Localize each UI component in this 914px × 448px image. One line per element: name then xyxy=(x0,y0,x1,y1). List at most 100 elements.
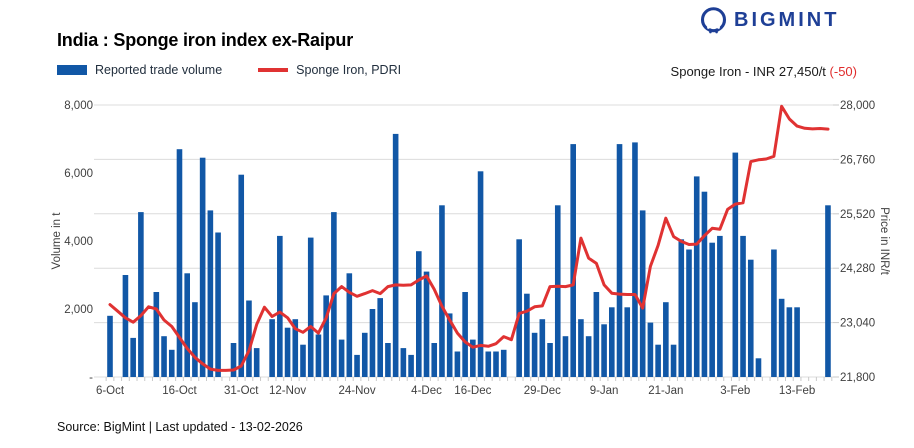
price-text: Sponge Iron - INR 27,450/t xyxy=(670,64,826,79)
left-axis-tick-label: - xyxy=(89,372,93,384)
volume-legend-swatch xyxy=(57,65,87,75)
volume-bar xyxy=(755,358,762,377)
volume-bar xyxy=(570,144,576,377)
volume-bar xyxy=(516,239,522,377)
right-axis-tick-label: 21,800 xyxy=(840,372,875,384)
right-axis-tick-label: 23,040 xyxy=(840,318,875,330)
volume-bar xyxy=(439,205,445,377)
volume-bar xyxy=(616,144,623,377)
volume-bar xyxy=(199,157,206,377)
legend-item-volume: Reported trade volume xyxy=(57,63,222,77)
left-axis-tick-label: 2,000 xyxy=(64,304,93,316)
volume-bar xyxy=(408,354,414,377)
price-legend-label: Sponge Iron, PDRI xyxy=(296,63,402,77)
volume-bar xyxy=(416,251,422,377)
volume-bar xyxy=(593,292,600,377)
right-axis-tick-label: 24,280 xyxy=(840,263,875,275)
volume-bar xyxy=(686,249,692,377)
volume-bar xyxy=(107,315,113,377)
volume-bar xyxy=(284,327,291,377)
right-axis-tick-label: 26,760 xyxy=(840,154,875,166)
volume-bar xyxy=(369,309,376,377)
volume-bar xyxy=(601,324,607,377)
volume-bar xyxy=(663,302,669,377)
volume-bar xyxy=(161,336,167,377)
volume-bar xyxy=(771,249,777,377)
legend-item-price: Sponge Iron, PDRI xyxy=(258,63,401,77)
volume-bar xyxy=(670,344,677,377)
volume-bar xyxy=(323,295,329,377)
volume-bar xyxy=(485,351,492,377)
volume-bar xyxy=(747,259,754,377)
volume-bar xyxy=(361,332,368,377)
x-axis-tick-label: 31-Oct xyxy=(224,385,259,397)
x-axis-tick-label: 21-Jan xyxy=(648,385,683,397)
volume-bar xyxy=(547,343,553,377)
volume-bar xyxy=(184,273,190,377)
chart-legend: Reported trade volume Sponge Iron, PDRI xyxy=(57,63,401,77)
volume-bar xyxy=(423,271,430,377)
volume-bar xyxy=(693,176,700,377)
volume-bar xyxy=(562,336,569,377)
volume-legend-label: Reported trade volume xyxy=(95,63,223,77)
x-axis-tick-label: 3-Feb xyxy=(720,385,750,397)
volume-bar xyxy=(701,191,708,377)
volume-bar xyxy=(794,307,800,377)
volume-bar xyxy=(292,319,299,377)
price-line xyxy=(108,104,830,372)
volume-bar xyxy=(385,343,391,377)
volume-bar xyxy=(477,171,484,377)
volume-bar xyxy=(655,344,661,377)
volume-bar xyxy=(354,354,360,377)
volume-bar xyxy=(207,210,214,377)
volume-bar xyxy=(825,205,831,377)
volume-bar xyxy=(709,242,715,377)
volume-bar xyxy=(315,334,322,377)
price-legend-swatch xyxy=(258,68,289,72)
x-axis-tick-label: 13-Feb xyxy=(779,385,815,397)
volume-bar xyxy=(238,174,245,377)
right-axis-tick-label: 28,000 xyxy=(840,100,875,112)
volume-bar xyxy=(176,149,183,377)
volume-bar xyxy=(632,142,638,377)
x-axis-tick-label: 6-Oct xyxy=(96,385,125,397)
x-axis-tick-label: 4-Dec xyxy=(411,385,442,397)
volume-bar xyxy=(400,348,407,377)
volume-bar xyxy=(524,293,530,377)
left-axis-tick-label: 4,000 xyxy=(64,236,93,248)
right-axis-tick-label: 25,520 xyxy=(840,209,875,221)
source-note: Source: BigMint | Last updated - 13-02-2… xyxy=(57,420,303,434)
volume-bar xyxy=(377,298,383,377)
bigmint-logo-icon xyxy=(700,7,727,34)
bigmint-logo: BIGMINT xyxy=(700,7,839,34)
volume-bar xyxy=(786,307,793,377)
volume-bar xyxy=(609,307,615,377)
volume-bar xyxy=(470,339,476,377)
x-axis-tick-label: 12-Nov xyxy=(269,385,306,397)
volume-bar xyxy=(732,152,739,377)
volume-bar xyxy=(539,319,546,377)
volume-bar xyxy=(778,298,785,377)
volume-bar xyxy=(269,319,275,377)
volume-bar xyxy=(446,313,453,377)
volume-bar xyxy=(253,348,260,377)
volume-bar xyxy=(246,300,252,377)
x-axis-tick-label: 29-Dec xyxy=(524,385,561,397)
volume-bar xyxy=(300,344,306,377)
volume-bar xyxy=(392,133,399,377)
price-change: (-50) xyxy=(829,64,857,79)
volume-bar xyxy=(500,349,507,377)
x-axis-tick-label: 24-Nov xyxy=(339,385,376,397)
x-axis-tick-label: 16-Dec xyxy=(454,385,491,397)
volume-bar xyxy=(717,235,723,377)
x-axis-tick-label: 16-Oct xyxy=(162,385,197,397)
volume-bar xyxy=(130,337,136,377)
current-price-note: Sponge Iron - INR 27,450/t (-50) xyxy=(671,64,857,79)
bigmint-logo-text: BIGMINT xyxy=(734,9,840,31)
volume-bar xyxy=(215,232,221,377)
chart-title: India : Sponge iron index ex-Raipur xyxy=(57,30,354,50)
volume-bar xyxy=(462,292,468,377)
volume-bar xyxy=(122,275,129,377)
